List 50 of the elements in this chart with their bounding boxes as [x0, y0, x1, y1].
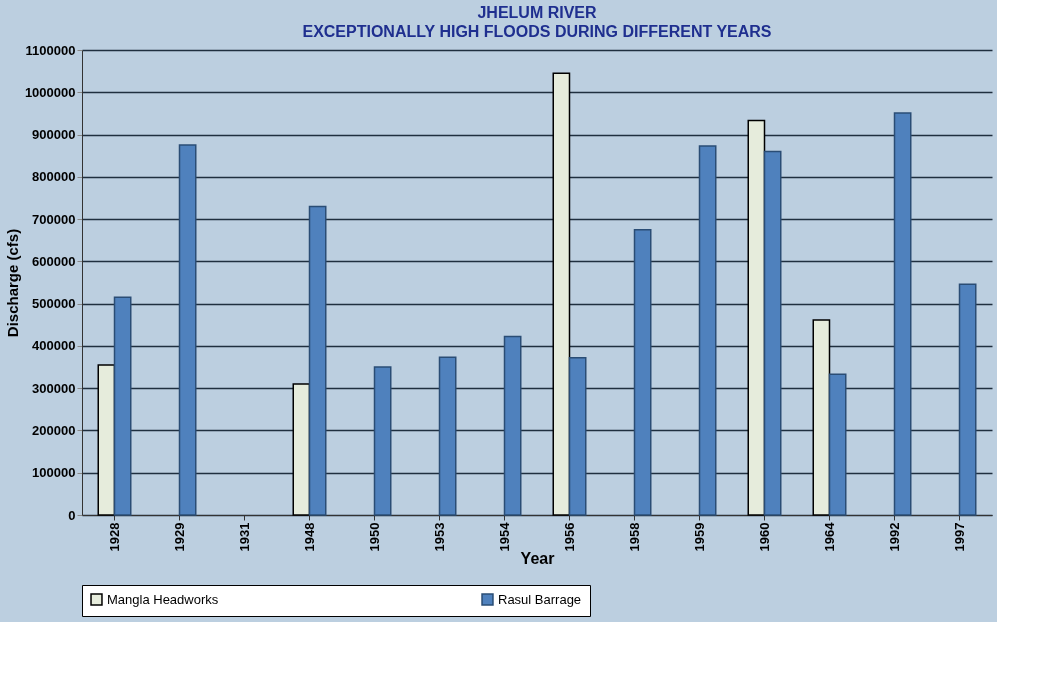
x-axis-title: Year [520, 550, 555, 568]
bar [292, 383, 311, 516]
bar [503, 335, 522, 516]
x-tick-label: 1964 [821, 521, 837, 552]
y-tick-label: 200000 [32, 422, 76, 438]
x-tick-label: 1948 [301, 522, 317, 552]
y-tick-label: 900000 [32, 127, 76, 143]
bar [828, 373, 847, 516]
bar [633, 228, 652, 516]
bar [568, 357, 587, 516]
x-tick-label: 1929 [171, 522, 187, 552]
y-tick-label: 0 [68, 507, 76, 523]
bar [893, 112, 912, 516]
bar [747, 119, 766, 516]
chart-title: JHELUM RIVER [477, 4, 598, 21]
y-tick-label: 700000 [32, 211, 76, 227]
legend-label: Mangla Headworks [107, 591, 219, 607]
y-tick-label: 1100000 [25, 42, 76, 58]
bar [958, 283, 977, 516]
legend-label: Rasul Barrage [498, 591, 582, 607]
x-tick-label: 1959 [691, 522, 707, 552]
y-tick-label: 400000 [32, 338, 76, 354]
bar [698, 145, 717, 516]
y-tick-label: 300000 [32, 380, 76, 396]
chart-subtitle: EXCEPTIONALLY HIGH FLOODS DURING DIFFERENT YEARS [302, 23, 772, 40]
x-tick-label: 1992 [886, 522, 902, 552]
bar [812, 319, 831, 516]
y-tick-label: 100000 [32, 465, 76, 481]
y-axis-title: Discharge (cfs) [3, 228, 21, 338]
x-tick-label: 1950 [366, 522, 382, 552]
bar [763, 150, 782, 516]
x-tick-label: 1958 [626, 522, 642, 552]
bar [308, 205, 327, 516]
bar [97, 364, 116, 516]
bar [552, 72, 571, 516]
x-tick-label: 1997 [951, 522, 967, 552]
y-tick-label: 600000 [32, 253, 76, 269]
y-tick-label: 1000000 [24, 84, 76, 100]
x-tick-label: 1953 [431, 522, 447, 552]
y-tick-label: 500000 [32, 296, 76, 312]
x-tick-label: 1960 [756, 522, 772, 552]
y-tick-label: 800000 [32, 169, 76, 185]
bar [113, 296, 132, 516]
bar [438, 356, 457, 516]
bar [373, 366, 392, 516]
x-tick-label: 1954 [496, 521, 512, 552]
bar [178, 144, 197, 516]
x-tick-label: 1928 [106, 522, 122, 552]
x-tick-label: 1956 [561, 522, 577, 552]
x-tick-label: 1931 [236, 522, 252, 552]
